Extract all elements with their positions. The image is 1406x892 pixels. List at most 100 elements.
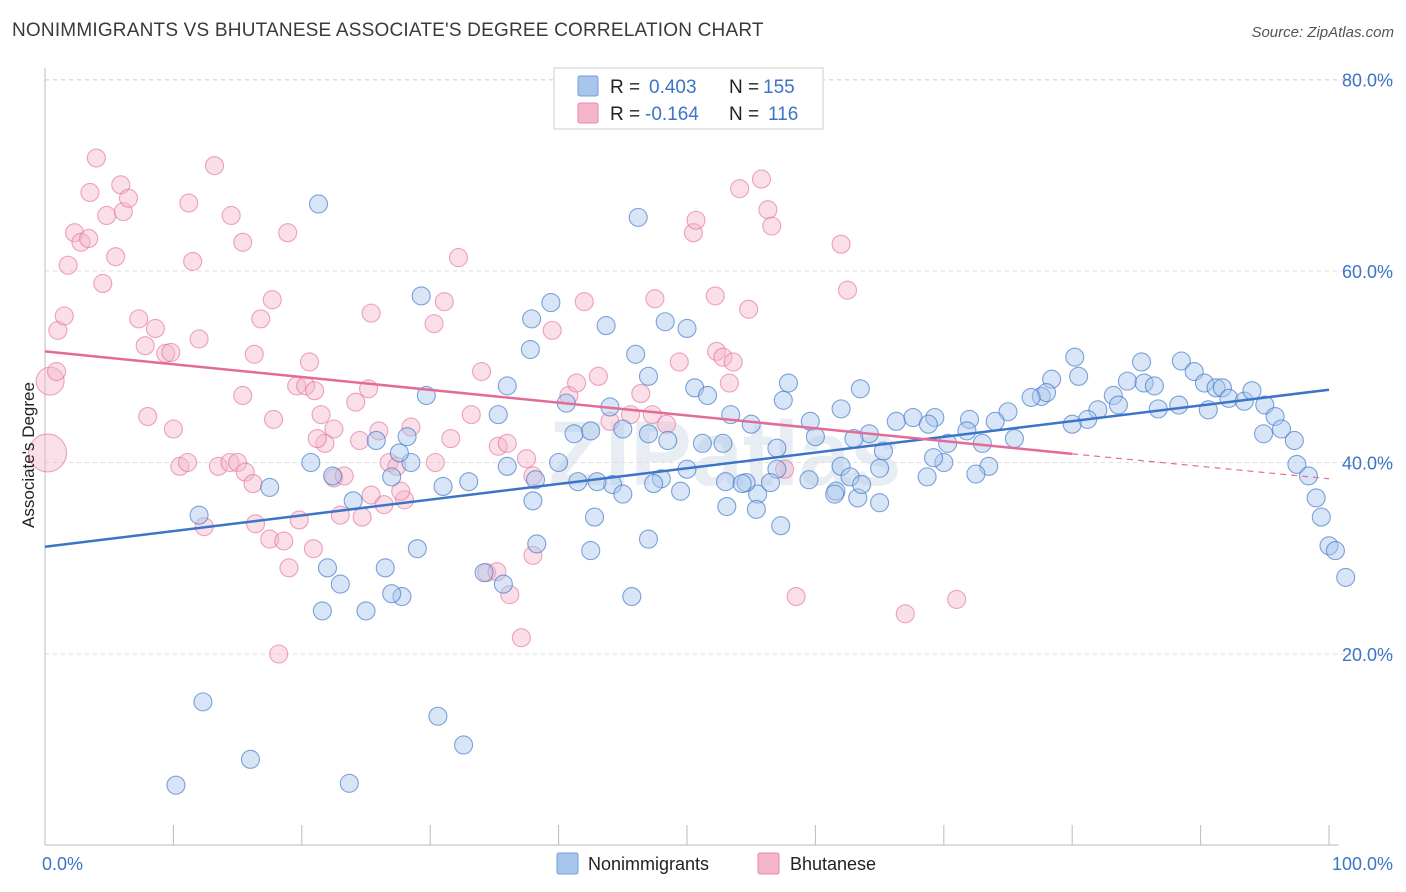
bhutanese-point xyxy=(448,248,468,268)
legend-n-value-bhutanese: 116 xyxy=(768,104,798,125)
legend-r-value-bhutanese: -0.164 xyxy=(645,104,699,125)
nonimmigrants-trend-line xyxy=(44,388,1330,549)
nonimmigrants-point xyxy=(1219,388,1239,408)
bhutanese-point xyxy=(434,292,454,312)
bottom-legend-swatch-bhutanese xyxy=(757,852,780,875)
nonimmigrants-point xyxy=(771,516,791,536)
bhutanese-point xyxy=(713,347,733,367)
nonimmigrants-point xyxy=(918,414,938,434)
bhutanese-point xyxy=(523,545,543,565)
nonimmigrants-point xyxy=(773,390,793,410)
nonimmigrants-point xyxy=(1171,351,1191,371)
nonimmigrants-point xyxy=(330,574,350,594)
nonimmigrants-point xyxy=(692,433,712,453)
bhutanese-point xyxy=(278,223,298,243)
bhutanese-point xyxy=(244,344,264,364)
source-label: Source: ZipAtlas.com xyxy=(1251,24,1394,41)
bhutanese-point xyxy=(461,405,481,425)
bhutanese-point xyxy=(177,452,198,473)
bhutanese-point xyxy=(307,429,327,449)
nonimmigrants-point xyxy=(549,452,569,473)
nonimmigrants-point xyxy=(587,472,607,492)
bottom-legend-label-bhutanese: Bhutanese xyxy=(790,854,876,874)
trend-lines xyxy=(44,350,1330,549)
nonimmigrants-point xyxy=(497,376,517,396)
nonimmigrants-point xyxy=(193,692,213,712)
bhutanese-point xyxy=(80,182,100,203)
nonimmigrants-point xyxy=(527,534,547,554)
y-tick-label: 80.0% xyxy=(1342,71,1393,91)
nonimmigrants-point xyxy=(1206,378,1226,398)
bhutanese-point xyxy=(497,433,517,453)
nonimmigrants-point xyxy=(1271,419,1292,439)
y-tick-label: 20.0% xyxy=(1342,645,1393,665)
nonimmigrants-point xyxy=(1065,347,1085,367)
nonimmigrants-point xyxy=(454,735,474,755)
bhutanese-point xyxy=(28,433,68,473)
bhutanese-point xyxy=(208,456,228,476)
bhutanese-point xyxy=(221,205,241,226)
nonimmigrants-point xyxy=(1325,541,1345,561)
nonimmigrants-point xyxy=(985,411,1005,431)
nonimmigrants-points xyxy=(166,194,1356,795)
bhutanese-point xyxy=(118,188,139,208)
nonimmigrants-point xyxy=(301,452,321,473)
nonimmigrants-point xyxy=(959,409,980,429)
nonimmigrants-point xyxy=(870,493,890,513)
nonimmigrants-point xyxy=(613,419,633,439)
bhutanese-point xyxy=(758,200,778,220)
x-tick-label: 0.0% xyxy=(42,854,83,874)
nonimmigrants-point xyxy=(805,427,825,447)
bhutanese-point xyxy=(730,179,750,199)
bhutanese-point xyxy=(35,366,65,396)
nonimmigrants-point xyxy=(1298,466,1319,486)
nonimmigrants-point xyxy=(1194,373,1215,393)
bhutanese-point xyxy=(401,417,421,437)
nonimmigrants-point xyxy=(366,430,386,451)
nonimmigrants-point xyxy=(717,496,737,517)
bhutanese-point xyxy=(542,320,562,340)
bhutanese-point xyxy=(311,405,331,425)
nonimmigrants-point xyxy=(746,499,766,519)
nonimmigrants-point xyxy=(585,507,605,527)
bhutanese-point xyxy=(361,303,381,323)
nonimmigrants-point xyxy=(799,470,819,490)
nonimmigrants-point xyxy=(917,467,937,487)
bhutanese-point xyxy=(93,273,113,293)
nonimmigrants-point xyxy=(1031,386,1051,406)
nonimmigrants-point xyxy=(523,491,543,511)
nonimmigrants-point xyxy=(870,458,890,478)
nonimmigrants-point xyxy=(767,438,787,458)
nonimmigrants-point xyxy=(831,399,851,419)
nonimmigrants-point xyxy=(602,474,623,495)
nonimmigrants-point xyxy=(748,484,768,504)
bhutanese-point xyxy=(260,529,280,549)
nonimmigrants-point xyxy=(1169,395,1189,415)
bhutanese-point xyxy=(723,352,743,372)
bhutanese-point xyxy=(279,558,299,578)
bhutanese-point xyxy=(567,373,587,393)
nonimmigrants-point xyxy=(934,452,954,473)
nonimmigrants-point xyxy=(525,470,546,490)
nonimmigrants-point xyxy=(1212,378,1232,398)
bhutanese-point xyxy=(251,309,271,329)
bhutanese-point xyxy=(511,628,531,648)
nonimmigrants-point xyxy=(1336,567,1356,587)
y-tick-label: 60.0% xyxy=(1342,262,1393,282)
bhutanese-point xyxy=(588,366,608,386)
bhutanese-point xyxy=(189,329,209,349)
nonimmigrants-point xyxy=(1117,371,1137,391)
nonimmigrants-point xyxy=(564,424,584,444)
nonimmigrants-point xyxy=(923,448,944,468)
bottom-legend: Nonimmigrants Bhutanese xyxy=(556,852,876,875)
bhutanese-point xyxy=(775,459,795,479)
bhutanese-point xyxy=(683,223,703,243)
nonimmigrants-point xyxy=(1036,383,1057,403)
nonimmigrants-point xyxy=(840,467,860,487)
nonimmigrants-point xyxy=(613,484,633,504)
nonimmigrants-point xyxy=(628,207,648,227)
nonimmigrants-point xyxy=(998,402,1018,422)
bhutanese-point xyxy=(947,589,967,609)
nonimmigrants-point xyxy=(581,541,601,561)
nonimmigrants-point xyxy=(825,484,845,504)
